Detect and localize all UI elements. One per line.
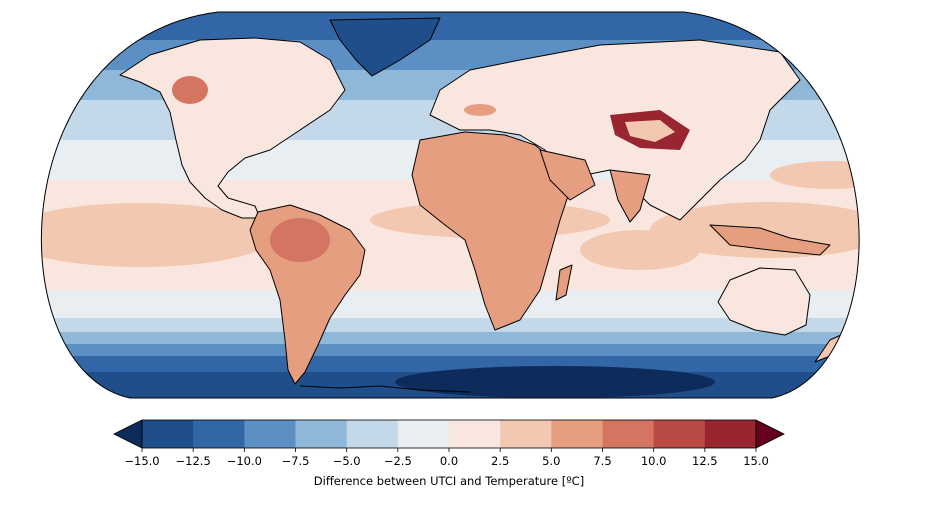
colorbar-block — [602, 420, 655, 448]
band-antarctic-edge — [41, 356, 860, 372]
colorbar-tick-label: 12.5 — [692, 454, 718, 468]
colorbar-block — [551, 420, 603, 448]
colorbar-block — [653, 420, 706, 448]
band-arctic — [41, 12, 860, 40]
colorbar-tick-label: −5.0 — [333, 454, 361, 468]
indian-ocean-warm — [580, 230, 700, 270]
world-map — [40, 11, 860, 399]
madagascar — [555, 264, 573, 301]
indo-pacific-warm — [650, 202, 860, 258]
amazon-hotspot — [270, 218, 330, 262]
colorbar-tick-label: 5.0 — [542, 454, 560, 468]
colorbar-tick-label: −12.5 — [176, 454, 211, 468]
colorbar-block — [346, 420, 399, 448]
colorbar-tick-label: 0.0 — [440, 454, 458, 468]
globe-outline — [40, 11, 860, 399]
antarctic-core — [395, 366, 715, 398]
colorbar-tick-label: −2.5 — [384, 454, 412, 468]
colorbar-block — [142, 420, 194, 448]
colorbar-block — [295, 420, 348, 448]
colorbar-tick-label: 15.0 — [743, 454, 769, 468]
colorbar-tick-label: −7.5 — [282, 454, 310, 468]
colorbar-block — [193, 420, 245, 448]
colorbar-tick-label: 7.5 — [593, 454, 611, 468]
utci-field — [41, 12, 860, 398]
band-south-mid — [41, 318, 860, 332]
band-south-high — [41, 332, 860, 344]
maritime-continent — [709, 224, 831, 256]
east-pacific-warm — [41, 203, 275, 267]
colorbar: −15.0 −12.5 −10.0 −7.5 −5.0 −2.5 0.0 2.5 5.0 7.5 1… — [113, 419, 785, 488]
rockies-hotspot — [172, 76, 208, 104]
arabia — [539, 149, 596, 201]
colorbar-block — [449, 420, 501, 448]
europe-hotspot — [464, 104, 496, 116]
colorbar-tick-label: −10.0 — [227, 454, 262, 468]
colorbar-ticks: −15.0 −12.5 −10.0 −7.5 −5.0 −2.5 0.0 2.5 5.0 7.5 1… — [124, 448, 769, 468]
colorbar-block — [244, 420, 296, 448]
colorbar-extend-low — [113, 419, 143, 449]
colorbar-panel: −15.0 −12.5 −10.0 −7.5 −5.0 −2.5 0.0 2.5 5.0 7.5 1… — [0, 405, 941, 502]
colorbar-tick-label: 2.5 — [491, 454, 509, 468]
colorbar-extend-high — [755, 419, 785, 449]
antarctica-coast — [299, 385, 471, 393]
colorbar-label: Difference between UTCI and Temperature … — [314, 474, 584, 488]
map-panel — [40, 11, 860, 399]
africa — [411, 131, 571, 331]
colorbar-tick-label: 10.0 — [641, 454, 667, 468]
colorbar-block — [704, 420, 757, 448]
colorbar-blocks — [142, 420, 757, 448]
colorbar-block — [500, 420, 552, 448]
colorbar-tick-label: −15.0 — [124, 454, 159, 468]
colorbar-block — [397, 420, 450, 448]
west-pacific-warm — [770, 161, 860, 189]
india — [609, 169, 651, 223]
band-southern-ocean — [41, 344, 860, 356]
tibet-inner — [625, 120, 675, 142]
australia — [717, 267, 811, 336]
greenland — [329, 17, 441, 77]
